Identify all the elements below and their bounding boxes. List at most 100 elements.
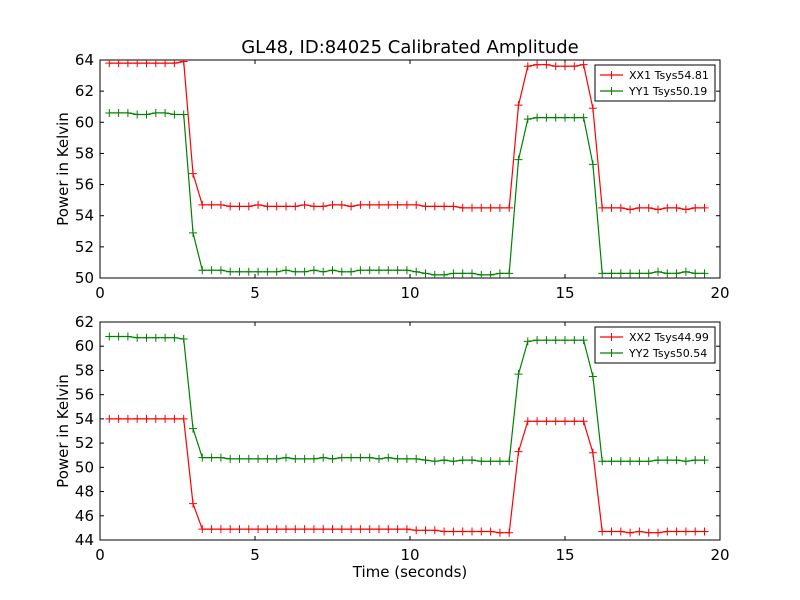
data-point-marker [347, 267, 356, 276]
data-point-marker [430, 202, 439, 211]
data-point-marker [282, 525, 290, 534]
data-point-marker [468, 203, 476, 212]
data-point-marker [393, 454, 402, 463]
data-point-marker [514, 101, 523, 110]
data-point-marker [365, 525, 374, 534]
data-point-marker [235, 202, 244, 211]
data-point-marker [644, 457, 653, 466]
data-point-marker [309, 454, 318, 463]
legend: XX1 Tsys54.81 YY1 Tsys50.19 [594, 64, 716, 102]
data-point-marker [495, 457, 504, 466]
data-point-marker [105, 108, 114, 117]
data-point-marker [272, 454, 281, 463]
x-tick-label: 15 [555, 546, 574, 564]
data-point-marker [393, 266, 402, 275]
data-point-marker [654, 456, 662, 465]
data-point-marker [533, 113, 542, 122]
data-point-marker [142, 414, 151, 423]
data-point-marker [337, 200, 346, 209]
data-point-marker [337, 267, 346, 276]
data-point-marker [291, 267, 300, 276]
data-point-marker [477, 527, 486, 536]
data-point-marker [551, 62, 560, 71]
data-point-marker [626, 457, 635, 466]
data-point-marker [681, 267, 690, 276]
data-point-marker [412, 454, 421, 463]
data-point-marker [179, 60, 188, 66]
data-point-marker [133, 414, 142, 423]
y-tick-label: 56 [75, 176, 94, 194]
data-point-marker [495, 528, 504, 537]
data-point-marker [579, 113, 588, 122]
data-point-marker [226, 454, 235, 463]
data-point-marker [570, 417, 579, 426]
data-point-marker [672, 456, 681, 465]
data-point-marker [570, 113, 579, 122]
data-point-marker [244, 525, 253, 534]
data-point-marker [449, 202, 458, 211]
data-point-marker [654, 267, 662, 276]
data-point-marker [282, 202, 290, 211]
data-point-marker [319, 525, 328, 534]
legend-box [594, 326, 716, 364]
data-point-marker [523, 62, 532, 71]
data-point-marker [691, 456, 700, 465]
legend-label: XX1 Tsys54.81 [629, 69, 709, 82]
data-point-marker [337, 525, 346, 534]
data-point-marker [402, 200, 411, 209]
data-point-marker [375, 525, 383, 534]
data-point-marker [142, 110, 151, 119]
data-point-marker [161, 414, 170, 423]
legend: XX2 Tsys44.99 YY2 Tsys50.54 [594, 326, 716, 364]
data-point-marker [207, 453, 216, 462]
data-point-marker [468, 456, 476, 465]
x-axis-label: Time (seconds) [352, 563, 468, 581]
data-point-marker [458, 527, 467, 536]
y-axis-label: Power in Kelvin [54, 112, 72, 226]
data-point-marker [263, 525, 272, 534]
data-point-marker [161, 333, 170, 342]
data-point-marker [486, 527, 495, 536]
data-point-marker [189, 169, 197, 178]
data-point-marker [672, 203, 681, 212]
data-point-marker [226, 267, 235, 276]
data-point-marker [384, 266, 393, 275]
data-point-marker [365, 453, 374, 462]
data-point-marker [598, 269, 607, 278]
data-point-marker [114, 108, 123, 117]
data-point-marker [430, 526, 439, 535]
data-point-marker [626, 528, 635, 537]
data-point-marker [523, 337, 532, 346]
data-point-marker [263, 454, 272, 463]
y-tick-label: 60 [75, 337, 94, 355]
data-point-marker [607, 527, 616, 536]
data-point-marker [551, 336, 560, 345]
data-point-marker [142, 60, 151, 68]
data-point-marker [691, 527, 700, 536]
x-tick-label: 15 [555, 284, 574, 302]
data-point-marker [216, 266, 225, 275]
x-tick-label: 0 [95, 546, 105, 564]
data-point-marker [616, 269, 625, 278]
x-tick-label: 0 [95, 284, 105, 302]
y-tick-label: 52 [75, 434, 94, 452]
data-point-marker [458, 269, 467, 278]
data-point-marker [254, 200, 263, 209]
data-point-marker [337, 453, 346, 462]
data-point-marker [151, 414, 160, 423]
data-point-marker [421, 269, 430, 278]
data-point-marker [570, 62, 579, 71]
data-point-marker [588, 104, 597, 113]
data-point-marker [440, 527, 449, 536]
data-point-marker [421, 526, 430, 535]
data-point-marker [561, 62, 569, 71]
data-point-marker [681, 205, 690, 214]
data-point-marker [272, 202, 281, 211]
data-point-marker [644, 269, 653, 278]
data-point-marker [105, 332, 114, 341]
data-point-marker [272, 267, 281, 276]
data-point-marker [635, 269, 644, 278]
data-point-marker [123, 108, 132, 117]
x-tick-label: 5 [250, 546, 260, 564]
data-point-marker [226, 525, 235, 534]
